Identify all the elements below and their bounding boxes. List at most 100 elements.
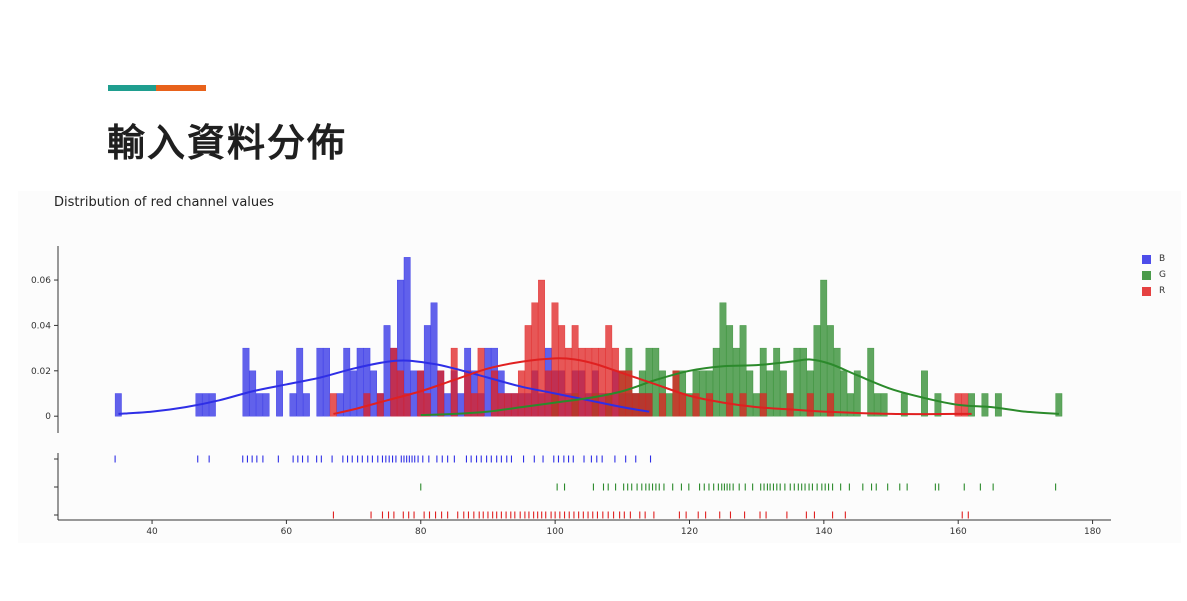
y-tick-label: 0 [45, 412, 51, 422]
histogram-bar-r [517, 370, 525, 417]
title-accent-bar-teal [108, 85, 156, 91]
histogram-bar-r [450, 347, 458, 417]
histogram-bar-b [484, 347, 492, 417]
histogram-bar-g [793, 347, 801, 417]
histogram-bar-b [242, 347, 250, 417]
histogram-bar-g [779, 370, 787, 417]
histogram-bar-g [981, 393, 989, 417]
histogram-bar-r [578, 347, 586, 417]
histogram-bar-g [719, 302, 727, 417]
histogram-bar-g [840, 370, 848, 417]
legend-item-b[interactable]: B [1142, 251, 1166, 267]
histogram-bar-r [423, 393, 431, 417]
histogram-bar-b [403, 257, 411, 417]
histogram-bar-r [672, 370, 680, 417]
histogram-bar-r [511, 393, 519, 417]
histogram-bar-r [497, 393, 505, 417]
histogram-bar-r [403, 393, 411, 417]
histogram-bar-r [390, 347, 398, 417]
y-tick-label: 0.02 [31, 367, 51, 377]
histogram-bar-g [921, 370, 928, 417]
histogram-bar-r [376, 393, 384, 417]
histogram-bar-r [591, 347, 599, 417]
histogram-bar-b [262, 393, 270, 417]
histogram-bar-g [699, 370, 707, 417]
histogram-bar-r [806, 393, 814, 417]
histogram-bar-g [766, 370, 774, 417]
histogram-bar-r [470, 393, 478, 417]
y-tick-label: 0.06 [31, 276, 51, 286]
title-accent-bar-orange [156, 85, 206, 91]
histogram-bar-r [598, 347, 606, 417]
histogram-bar-r [397, 370, 404, 417]
histogram-bar-g [746, 370, 754, 417]
histogram-bar-r [827, 393, 834, 417]
histogram-bar-g [753, 393, 760, 417]
histogram-bar-g [773, 347, 781, 417]
histogram-bar-r [491, 370, 498, 417]
chart-legend[interactable]: B G R [1142, 251, 1166, 299]
histogram-bar-g [934, 393, 942, 417]
histogram-bar-g [800, 347, 807, 417]
chart-axes: 0 0.02 0.04 0.06 40 60 80 100 120 140 160 180 [31, 246, 1111, 537]
histogram-bar-b [323, 347, 330, 417]
histogram-bar-r [551, 302, 559, 417]
x-tick-label: 40 [146, 527, 158, 537]
histogram-bar-g [874, 393, 881, 417]
legend-item-g[interactable]: G [1142, 267, 1166, 283]
legend-swatch-r [1142, 286, 1151, 296]
histogram-bar-r [585, 347, 592, 417]
x-tick-label: 100 [547, 527, 564, 537]
chart-title: Distribution of red channel values [54, 195, 274, 210]
density-curve-r [333, 357, 972, 416]
histogram-bar-g [652, 347, 660, 417]
histogram-bar-g [732, 347, 740, 417]
histogram-bar-b [255, 393, 263, 417]
slide-title: 輸入資料分佈 [107, 121, 348, 165]
histogram-bar-b [316, 347, 324, 417]
histogram-bar-r [437, 370, 445, 417]
histogram-bar-b [114, 393, 122, 417]
histogram-bar-g [685, 393, 693, 417]
histogram-bar-b [208, 393, 216, 417]
legend-label-g: G [1159, 270, 1166, 280]
x-tick-label: 80 [415, 527, 427, 537]
histogram-bar-g [900, 393, 908, 417]
legend-swatch-b [1142, 254, 1151, 264]
histogram-bar-r [571, 325, 579, 417]
legend-item-r[interactable]: R [1142, 283, 1166, 299]
x-tick-label: 60 [281, 527, 293, 537]
histogram-bar-b [370, 370, 378, 417]
histogram-bar-r [612, 347, 619, 417]
histogram-bar-b [350, 370, 357, 417]
histogram-bar-b [383, 325, 391, 417]
histogram-bar-r [759, 393, 767, 417]
histogram-bar-r [625, 370, 633, 417]
histogram-bar-r [645, 393, 653, 417]
y-tick-label: 0.04 [31, 321, 51, 331]
histogram-bar-g [994, 393, 1002, 417]
legend-label-r: R [1159, 286, 1166, 296]
rug-plot [114, 455, 1057, 519]
distribution-chart: 0 0.02 0.04 0.06 40 60 80 100 120 140 160 180 [31, 246, 1111, 537]
histogram-bar-r [477, 347, 485, 417]
chart-panel: 0 0.02 0.04 0.06 40 60 80 100 120 140 160 180 Distr… [18, 191, 1181, 543]
histogram-bar-r [565, 347, 572, 417]
histogram-bar-b [356, 347, 364, 417]
histogram-bar-b [430, 302, 438, 417]
histogram-bars [114, 257, 1063, 417]
histogram-bar-r [692, 393, 700, 417]
x-tick-label: 120 [681, 527, 698, 537]
histogram-bar-r [524, 325, 532, 417]
histogram-bar-b [276, 370, 283, 417]
density-curve-g [420, 358, 1060, 417]
histogram-bar-r [618, 370, 626, 417]
histogram-bar-b [336, 393, 344, 417]
histogram-bar-g [820, 279, 828, 417]
histogram-bar-r [786, 393, 794, 417]
histogram-bar-r [558, 325, 566, 417]
histogram-bar-g [665, 393, 673, 417]
histogram-bar-b [289, 393, 297, 417]
histogram-bar-g [1055, 393, 1063, 417]
histogram-bar-b [303, 393, 310, 417]
